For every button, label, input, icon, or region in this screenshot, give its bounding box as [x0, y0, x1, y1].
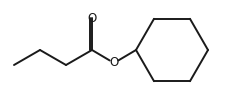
Text: O: O: [88, 12, 96, 24]
Text: O: O: [110, 56, 119, 69]
